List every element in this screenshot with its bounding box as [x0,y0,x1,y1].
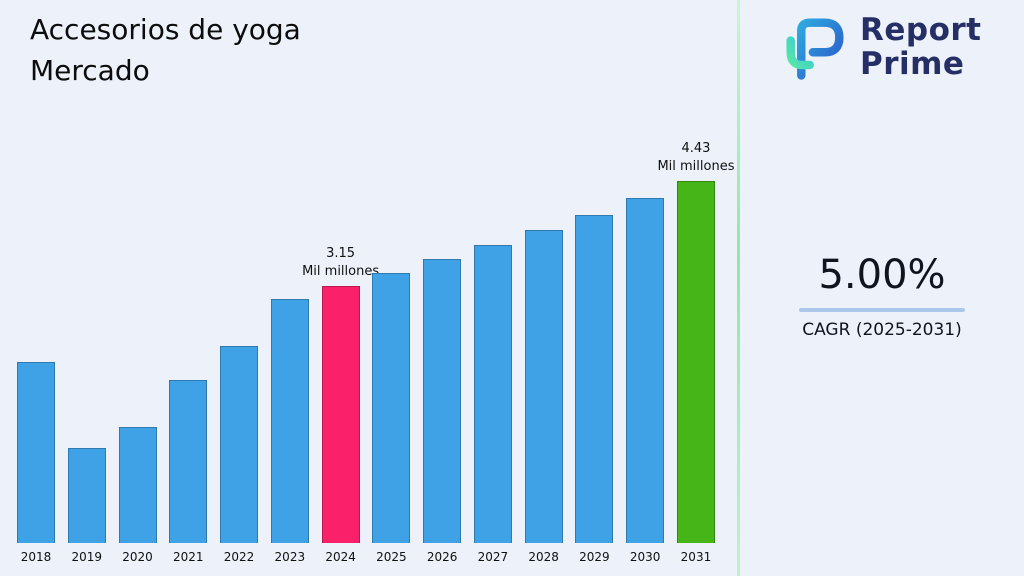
x-axis-label: 2025 [376,550,407,564]
bar-2026 [423,259,462,543]
x-axis-label: 2024 [325,550,356,564]
bar-value-label: 4.43 Mil millones [657,140,735,174]
cagr-underline [799,308,965,312]
side-panel: Report Prime 5.00% CAGR (2025-2031) [740,0,1024,576]
bar-group: 3.15 Mil millones 2024 [302,245,379,564]
bar-2029 [575,215,614,543]
bar-chart: 2018 2019 2020 2021 2022 2023 3.15 Mil millone… [17,140,734,564]
bar-group: 2028 [524,230,563,564]
x-axis-label: 2021 [173,550,204,564]
x-axis-label: 2023 [274,550,306,564]
x-axis-label: 2029 [579,550,610,564]
bar-2023 [270,299,309,543]
page-title: Accesorios de yoga Mercado [30,10,301,91]
x-axis-label: 2026 [426,550,458,564]
bar-group: 2025 [372,273,411,564]
bar-2030 [626,198,665,543]
bar-2020 [118,427,157,543]
x-axis-label: 2031 [680,550,712,564]
brand-name-line2: Prime [860,46,965,82]
bar-2019 [67,448,106,543]
bar-2027 [473,245,512,543]
bar-2025 [372,273,411,543]
x-axis-label: 2027 [477,550,509,564]
bar-group: 2022 [220,346,259,564]
chart-panel: Accesorios de yoga Mercado 2018 2019 2020 2… [17,10,734,564]
bar-value-label: 3.15 Mil millones [302,245,380,279]
cagr-stat: 5.00% CAGR (2025-2031) [740,252,1024,340]
x-axis-label: 2028 [528,550,559,564]
bar-2022 [220,346,259,543]
bar-group: 2018 [17,362,55,564]
page-title-line2: Mercado [30,53,150,87]
page-title-line1: Accesorios de yoga [30,13,301,46]
bar-2031 [676,181,715,543]
x-axis-label: 2020 [122,550,153,564]
bar-group: 2021 [169,380,208,564]
brand: Report Prime [778,10,982,84]
x-axis-label: 2019 [71,550,103,564]
cagr-label: CAGR (2025-2031) [802,320,962,340]
bar-group: 2027 [473,245,512,564]
x-axis-label: 2018 [20,550,52,564]
cagr-value: 5.00% [818,252,946,298]
bar-group: 2030 [626,198,665,564]
bar-group: 2023 [270,299,309,564]
bar-group: 4.43 Mil millones 2031 [657,140,734,564]
bar-2018 [17,362,55,543]
brand-name-line1: Report [860,11,982,48]
x-axis-label: 2030 [629,550,661,564]
bar-group: 2020 [118,427,157,564]
x-axis-label: 2022 [223,550,255,564]
brand-name: Report Prime [860,13,982,81]
report-prime-logo-icon [786,18,844,80]
bar-group: 2026 [423,259,462,564]
bar-2024 [321,286,360,543]
bar-group: 2029 [575,215,614,564]
bar-2028 [524,230,563,543]
bar-group: 2019 [67,448,106,564]
panel-divider [737,0,740,576]
bar-2021 [169,380,208,543]
